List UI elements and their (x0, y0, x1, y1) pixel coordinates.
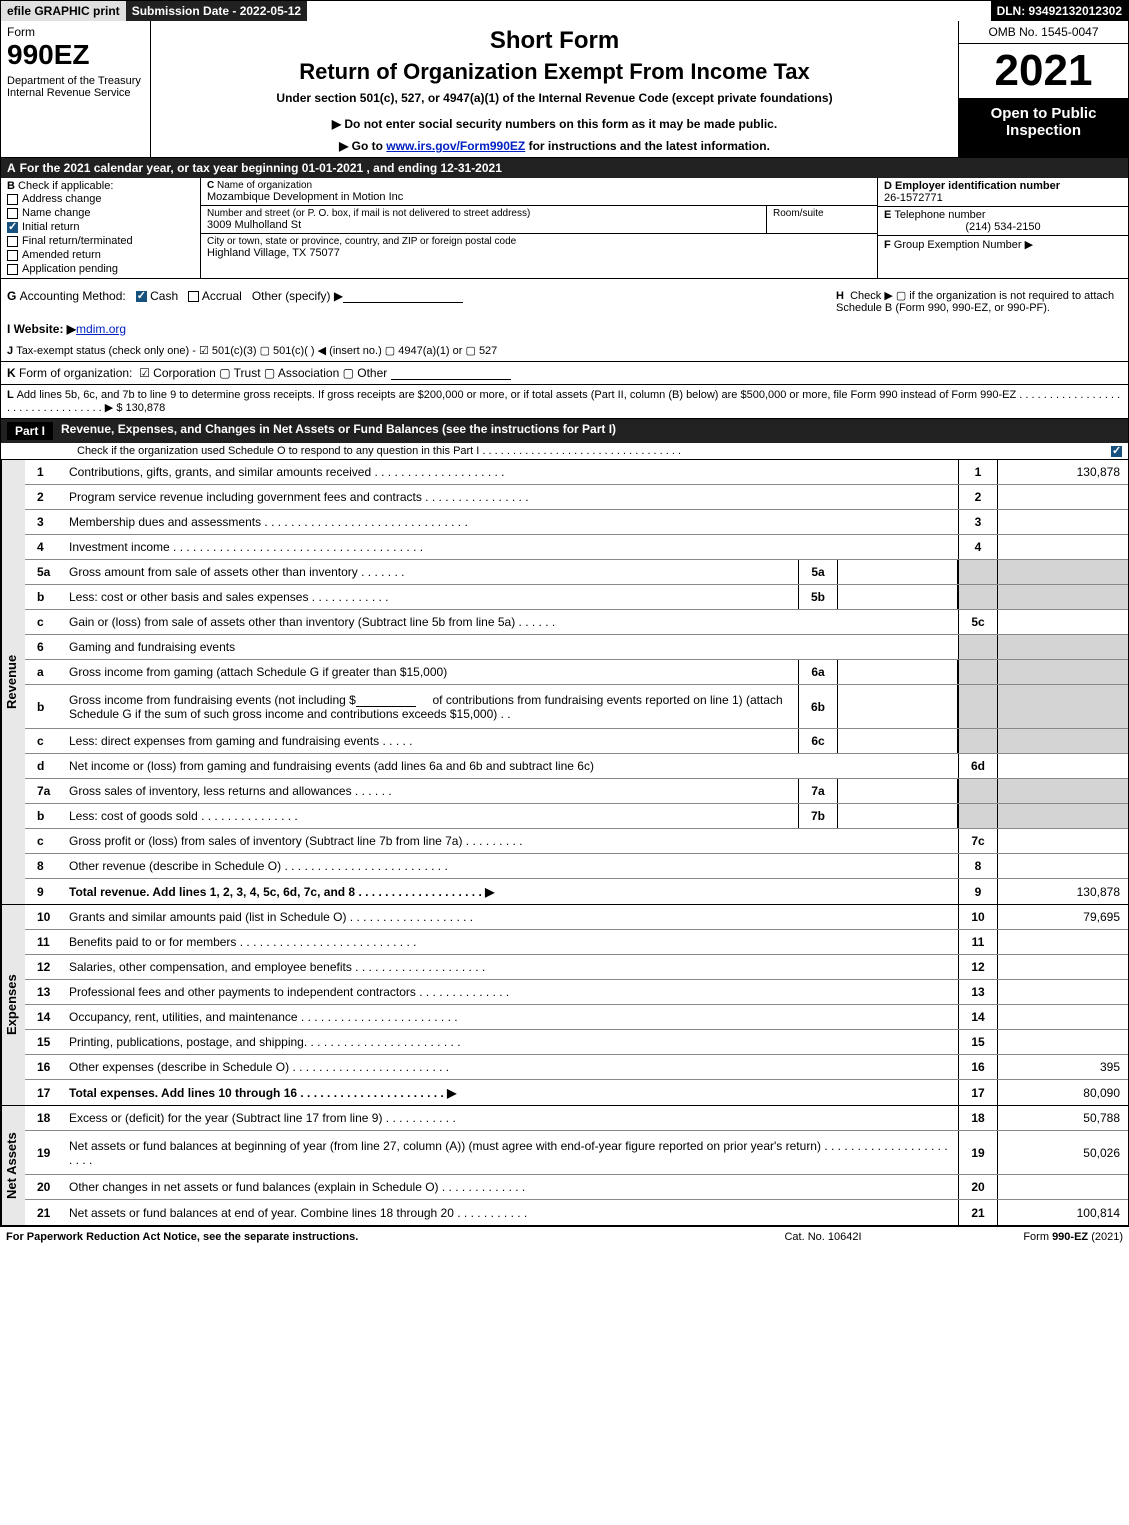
checkbox-initial-return[interactable]: Initial return (7, 220, 194, 234)
short-form-label: Short Form (161, 27, 948, 55)
omb-number: OMB No. 1545-0047 (959, 21, 1128, 44)
checkbox-pending[interactable]: Application pending (7, 262, 194, 276)
line-4: 4Investment income . . . . . . . . . . .… (25, 535, 1128, 560)
catalog-number: Cat. No. 10642I (723, 1231, 923, 1243)
website-link[interactable]: mdim.org (76, 322, 126, 336)
net-assets-eoy: 100,814 (998, 1200, 1128, 1225)
expenses-side-label: Expenses (1, 905, 25, 1105)
main-title: Return of Organization Exempt From Incom… (161, 59, 948, 85)
row-l: L Add lines 5b, 6c, and 7b to line 9 to … (1, 385, 1128, 419)
top-bar: efile GRAPHIC print Submission Date - 20… (1, 1, 1128, 21)
department: Department of the Treasury Internal Reve… (7, 75, 144, 99)
row-i: I Website: ▶mdim.org (1, 318, 1128, 340)
paperwork-notice: For Paperwork Reduction Act Notice, see … (6, 1231, 723, 1243)
checkbox-amended[interactable]: Amended return (7, 248, 194, 262)
line-21: 21Net assets or fund balances at end of … (25, 1200, 1128, 1225)
tax-year: 2021 (959, 44, 1128, 99)
phone: (214) 534-2150 (884, 221, 1122, 233)
instruction-1: ▶ Do not enter social security numbers o… (161, 117, 948, 131)
line-6d: dNet income or (loss) from gaming and fu… (25, 754, 1128, 779)
form-number: 990EZ (7, 39, 144, 71)
line-6b: bGross income from fundraising events (n… (25, 685, 1128, 729)
row-j: J Tax-exempt status (check only one) - ☑… (1, 340, 1128, 362)
efile-label[interactable]: efile GRAPHIC print (1, 1, 126, 21)
line-7b: bLess: cost of goods sold . . . . . . . … (25, 804, 1128, 829)
checkbox-name-change[interactable]: Name change (7, 206, 194, 220)
line-20: 20Other changes in net assets or fund ba… (25, 1175, 1128, 1200)
row-a: AFor the 2021 calendar year, or tax year… (1, 158, 1128, 178)
rows-g-h: G Accounting Method: Cash Accrual Other … (1, 279, 1128, 318)
city-state-zip: Highland Village, TX 75077 (207, 247, 871, 259)
line-3: 3Membership dues and assessments . . . .… (25, 510, 1128, 535)
street: 3009 Mulholland St (207, 219, 760, 231)
form-identifier: Form 990EZ Department of the Treasury In… (1, 21, 151, 157)
net-assets-section: Net Assets 18Excess or (deficit) for the… (1, 1106, 1128, 1226)
form-version: Form 990-EZ (2021) (923, 1231, 1123, 1243)
checkbox-final-return[interactable]: Final return/terminated (7, 234, 194, 248)
footer: For Paperwork Reduction Act Notice, see … (0, 1227, 1129, 1247)
line-2: 2Program service revenue including gover… (25, 485, 1128, 510)
part-i-bar: Part I Revenue, Expenses, and Changes in… (1, 419, 1128, 443)
line-7c: cGross profit or (loss) from sales of in… (25, 829, 1128, 854)
checkbox-address-change[interactable]: Address change (7, 192, 194, 206)
line-18: 18Excess or (deficit) for the year (Subt… (25, 1106, 1128, 1131)
row-h: H Check ▶ ▢ if the organization is not r… (832, 289, 1122, 314)
submission-date: Submission Date - 2022-05-12 (126, 1, 307, 21)
ein: 26-1572771 (884, 192, 943, 204)
header-right: OMB No. 1545-0047 2021 Open to Public In… (958, 21, 1128, 157)
line-6a: aGross income from gaming (attach Schedu… (25, 660, 1128, 685)
revenue-side-label: Revenue (1, 460, 25, 904)
line-19: 19Net assets or fund balances at beginni… (25, 1131, 1128, 1175)
part-i-check: Check if the organization used Schedule … (1, 443, 1128, 460)
line-1: 1Contributions, gifts, grants, and simil… (25, 460, 1128, 485)
line-5c: cGain or (loss) from sale of assets othe… (25, 610, 1128, 635)
instruction-2: ▶ Go to www.irs.gov/Form990EZ for instru… (161, 139, 948, 153)
row-k: K Form of organization: ☑ Corporation ▢ … (1, 362, 1128, 385)
org-name: Mozambique Development in Motion Inc (207, 191, 871, 203)
revenue-section: Revenue 1Contributions, gifts, grants, a… (1, 460, 1128, 905)
line-5b: bLess: cost or other basis and sales exp… (25, 585, 1128, 610)
header: Form 990EZ Department of the Treasury In… (1, 21, 1128, 158)
line-7a: 7aGross sales of inventory, less returns… (25, 779, 1128, 804)
line-5a: 5aGross amount from sale of assets other… (25, 560, 1128, 585)
open-to-public: Open to Public Inspection (959, 99, 1128, 157)
irs-link[interactable]: www.irs.gov/Form990EZ (386, 139, 525, 153)
line-13: 13Professional fees and other payments t… (25, 980, 1128, 1005)
line-15: 15Printing, publications, postage, and s… (25, 1030, 1128, 1055)
net-assets-side-label: Net Assets (1, 1106, 25, 1225)
schedule-o-checkbox[interactable] (1111, 446, 1122, 457)
dln: DLN: 93492132012302 (991, 1, 1128, 21)
line-16: 16Other expenses (describe in Schedule O… (25, 1055, 1128, 1080)
gross-receipts: $ 130,878 (116, 402, 165, 414)
checkbox-accrual[interactable] (188, 291, 199, 302)
line-12: 12Salaries, other compensation, and empl… (25, 955, 1128, 980)
line-14: 14Occupancy, rent, utilities, and mainte… (25, 1005, 1128, 1030)
subtitle: Under section 501(c), 527, or 4947(a)(1)… (161, 91, 948, 105)
col-b: B Check if applicable: Address change Na… (1, 178, 201, 278)
line-6c: cLess: direct expenses from gaming and f… (25, 729, 1128, 754)
checkbox-cash[interactable] (136, 291, 147, 302)
line-17: 17Total expenses. Add lines 10 through 1… (25, 1080, 1128, 1105)
line-10: 10Grants and similar amounts paid (list … (25, 905, 1128, 930)
col-c: C Name of organization Mozambique Develo… (201, 178, 878, 278)
line-6: 6Gaming and fundraising events (25, 635, 1128, 660)
line-8: 8Other revenue (describe in Schedule O) … (25, 854, 1128, 879)
expenses-section: Expenses 10Grants and similar amounts pa… (1, 905, 1128, 1106)
total-expenses: 80,090 (998, 1080, 1128, 1105)
total-revenue: 130,878 (998, 879, 1128, 904)
form-word: Form (7, 25, 144, 39)
line-9: 9Total revenue. Add lines 1, 2, 3, 4, 5c… (25, 879, 1128, 904)
title-block: Short Form Return of Organization Exempt… (151, 21, 958, 157)
section-b-c-d: B Check if applicable: Address change Na… (1, 178, 1128, 279)
line-11: 11Benefits paid to or for members . . . … (25, 930, 1128, 955)
col-d: D Employer identification number26-15727… (878, 178, 1128, 278)
line-1-value: 130,878 (998, 460, 1128, 484)
